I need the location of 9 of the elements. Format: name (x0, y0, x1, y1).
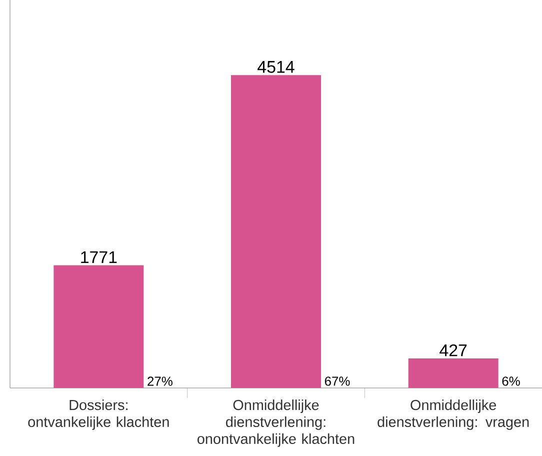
data-label: 4514 (258, 61, 294, 73)
data-label: 427 (440, 344, 467, 356)
x-tick-label: Onmiddellijke dienstverlening: onontvankelijke klachten (198, 400, 354, 447)
x-tick-label: Onmiddellijke dienstverlening: vragen (378, 400, 529, 430)
annotation: 27% (148, 376, 172, 386)
x-tick-label: Dossiers: ontvankelijke klachten (28, 400, 169, 430)
annotation: 6% (502, 376, 520, 386)
annotation: 67% (324, 376, 350, 386)
data-label: 1771 (81, 251, 117, 264)
